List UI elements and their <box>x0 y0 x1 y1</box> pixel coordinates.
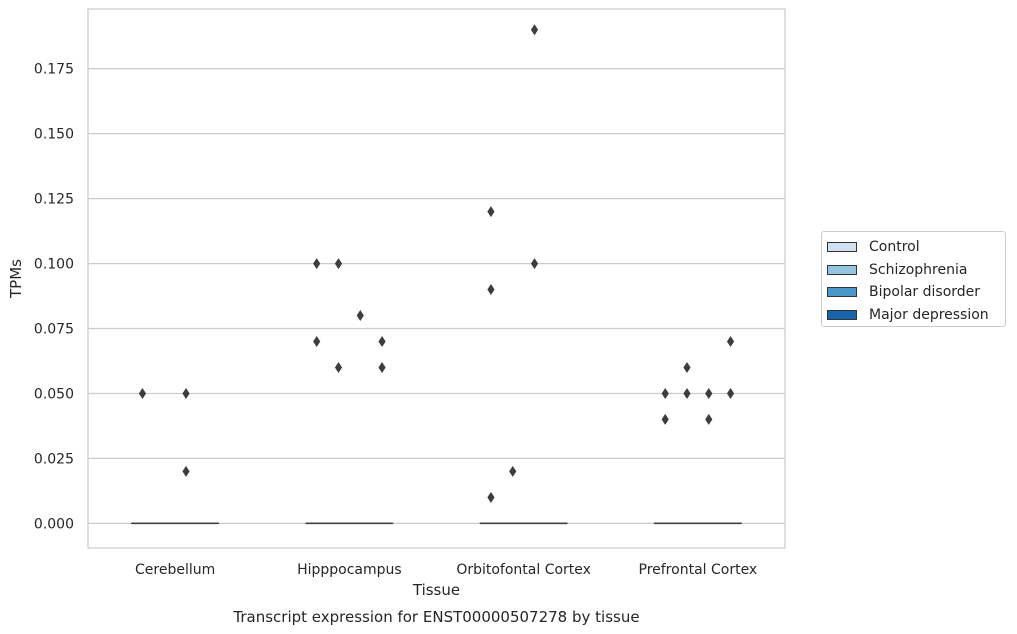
x-tick-label: Hipppocampus <box>297 562 402 578</box>
plot-area-frame <box>87 8 786 549</box>
legend-swatch <box>827 264 857 275</box>
outlier-point <box>334 361 343 373</box>
outlier-point <box>378 335 386 347</box>
legend-item: Major depression <box>827 304 1005 327</box>
y-tick-label: 0.000 <box>34 516 74 532</box>
outlier-point <box>683 387 691 399</box>
y-tick-label: 0.025 <box>34 451 74 467</box>
y-tick-label: 0.175 <box>34 62 74 78</box>
x-tick-label: Orbitofontal Cortex <box>456 562 591 578</box>
box-plot-marks <box>131 24 742 525</box>
chart-title: Transcript expression for ENST0000050727… <box>232 608 639 626</box>
y-tick-label: 0.150 <box>34 127 74 143</box>
x-tick-label: Cerebellum <box>135 562 215 578</box>
legend-label: Bipolar disorder <box>869 284 981 301</box>
outlier-point <box>705 413 713 425</box>
outlier-point <box>705 387 713 399</box>
outlier-point <box>683 361 691 373</box>
outlier-point <box>726 387 735 399</box>
chart-legend: Control Schizophrenia Bipolar disorder Majo… <box>821 231 1006 327</box>
x-tick-labels: Cerebellum Hipppocampus Orbitofontal Corte… <box>135 562 757 578</box>
outlier-point <box>378 361 386 373</box>
outlier-point <box>661 387 669 399</box>
y-tick-label: 0.050 <box>34 386 74 402</box>
y-tick-labels: 0.000 0.025 0.050 0.075 0.100 0.125 0.150 0.175 <box>34 62 74 533</box>
y-axis-title: TPMs <box>7 259 25 299</box>
y-tick-label: 0.125 <box>34 192 74 208</box>
y-tick-label: 0.075 <box>34 322 74 338</box>
y-tick-label: 0.100 <box>34 257 74 273</box>
outlier-point <box>334 258 343 270</box>
legend-label: Control <box>869 239 920 256</box>
legend-item: Control <box>827 236 1005 259</box>
x-axis-title: Tissue <box>412 581 460 599</box>
outlier-point <box>356 310 364 322</box>
legend-swatch <box>827 242 857 253</box>
legend-item: Schizophrenia <box>827 259 1005 282</box>
legend-label: Schizophrenia <box>869 261 968 278</box>
outlier-point <box>182 465 190 477</box>
outlier-point <box>509 465 517 477</box>
legend-label: Major depression <box>869 306 989 323</box>
outlier-point <box>138 387 147 399</box>
outlier-point <box>313 258 321 270</box>
outlier-point <box>487 491 495 503</box>
legend-swatch <box>827 309 857 320</box>
x-tick-label: Prefrontal Cortex <box>639 562 758 578</box>
grid-lines <box>88 68 785 524</box>
outlier-point <box>182 387 190 399</box>
outlier-point <box>530 24 539 36</box>
outlier-point <box>530 258 539 270</box>
legend-swatch <box>827 287 857 298</box>
outlier-point <box>313 335 321 347</box>
legend-item: Bipolar disorder <box>827 281 1005 304</box>
outlier-point <box>487 206 495 218</box>
outlier-point <box>661 413 669 425</box>
outlier-point <box>487 284 495 296</box>
outlier-point <box>726 335 735 347</box>
